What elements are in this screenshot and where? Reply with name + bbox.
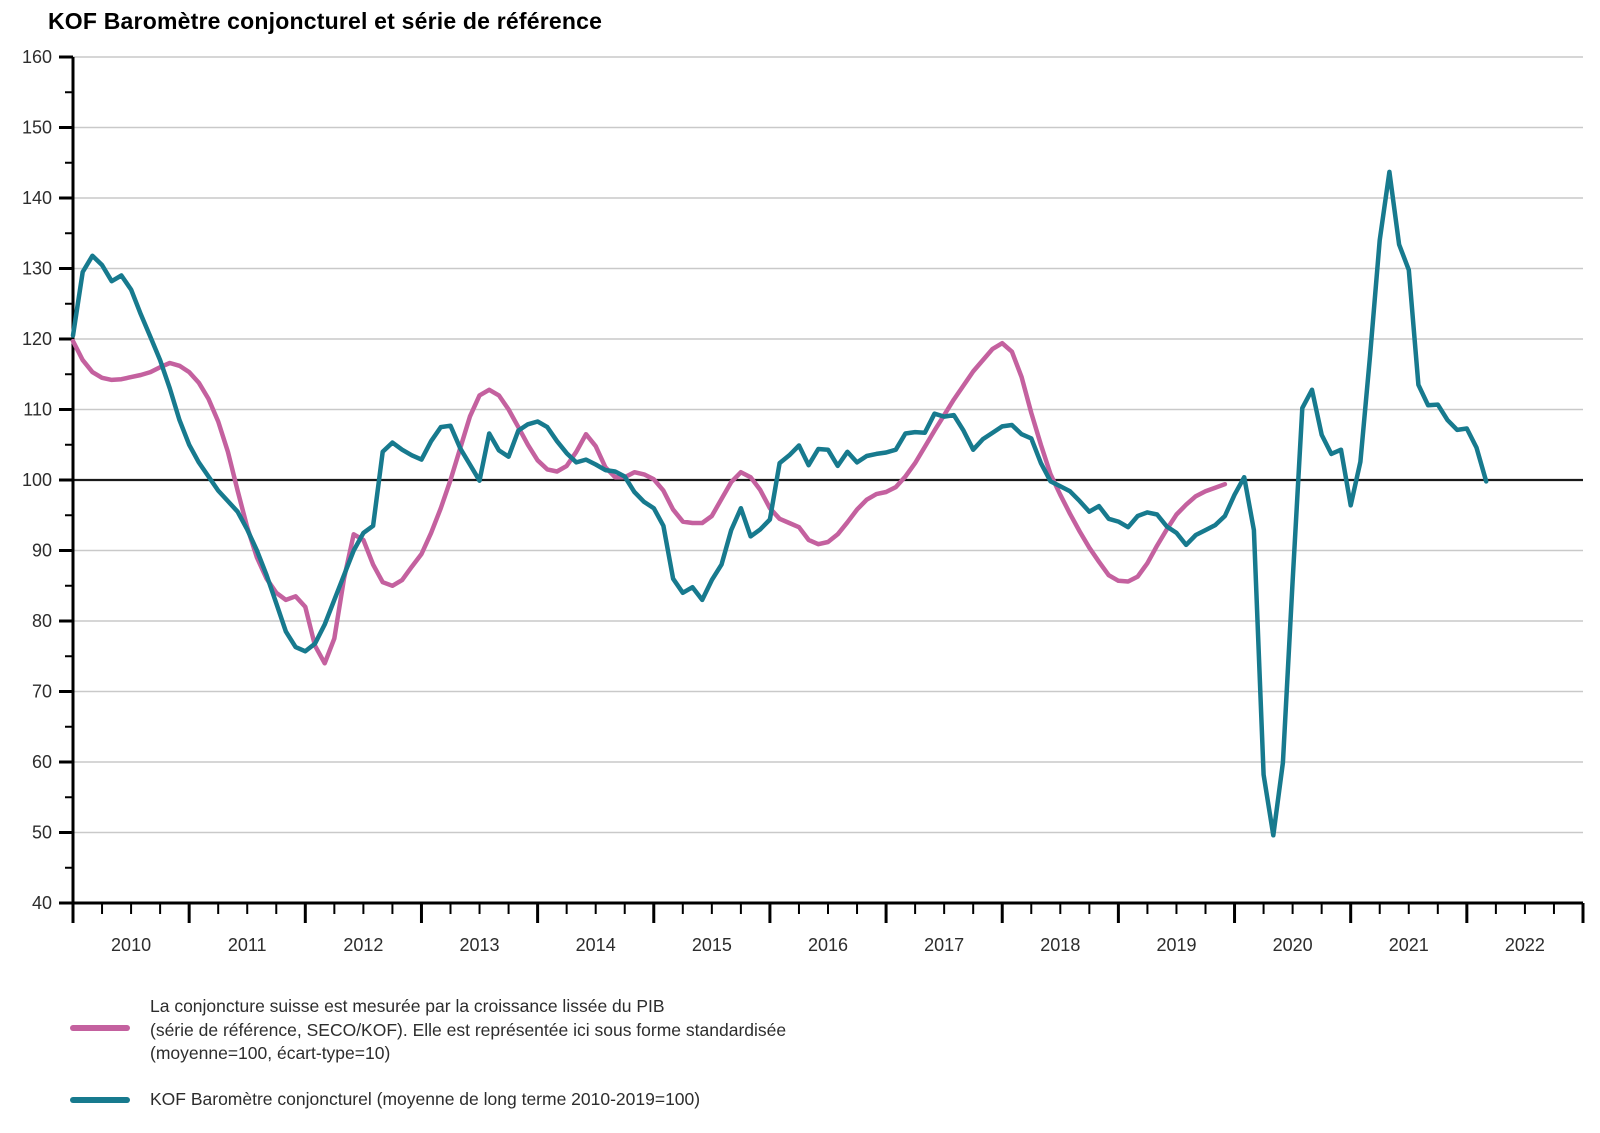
x-axis-year-label: 2019 bbox=[1156, 935, 1196, 955]
x-axis-year-label: 2017 bbox=[924, 935, 964, 955]
x-axis-year-label: 2020 bbox=[1273, 935, 1313, 955]
y-axis-tick-label: 140 bbox=[22, 188, 52, 208]
x-axis-year-label: 2021 bbox=[1389, 935, 1429, 955]
x-axis-year-label: 2011 bbox=[228, 935, 267, 955]
y-axis-tick-label: 120 bbox=[22, 329, 52, 349]
y-axis-tick-label: 80 bbox=[32, 611, 52, 631]
y-axis-tick-label: 90 bbox=[32, 541, 52, 561]
series-line-barometer bbox=[70, 169, 1489, 838]
x-axis-year-label: 2012 bbox=[343, 935, 383, 955]
y-axis-tick-label: 150 bbox=[22, 118, 52, 138]
legend-entry-reference: La conjoncture suisse est mesurée par la… bbox=[70, 995, 1170, 1066]
y-axis-tick-label: 70 bbox=[32, 682, 52, 702]
y-axis-tick-label: 100 bbox=[22, 470, 52, 490]
x-axis-year-label: 2016 bbox=[808, 935, 848, 955]
reference-series-swatch bbox=[70, 1025, 130, 1031]
y-axis-tick-label: 130 bbox=[22, 259, 52, 279]
legend-entry-barometer: KOF Baromètre conjoncturel (moyenne de l… bbox=[70, 1088, 1170, 1112]
x-axis-year-label: 2018 bbox=[1040, 935, 1080, 955]
chart-legend: La conjoncture suisse est mesurée par la… bbox=[70, 995, 1170, 1133]
barometer-series-swatch bbox=[70, 1096, 130, 1103]
x-axis-year-label: 2015 bbox=[692, 935, 732, 955]
y-axis-tick-label: 50 bbox=[32, 823, 52, 843]
series-line-reference bbox=[70, 338, 1228, 666]
y-axis-tick-label: 110 bbox=[23, 400, 52, 420]
line-chart: 40 50 60 70 80 90 100 110 120 130 140 150 160 2010 201… bbox=[22, 47, 1585, 955]
y-axis-tick-label: 160 bbox=[22, 47, 52, 67]
x-axis-year-label: 2022 bbox=[1505, 935, 1545, 955]
reference-series-label: La conjoncture suisse est mesurée par la… bbox=[150, 996, 787, 1063]
x-axis-year-label: 2013 bbox=[460, 935, 500, 955]
y-axis-tick-label: 60 bbox=[32, 752, 52, 772]
x-axis-year-label: 2014 bbox=[576, 935, 616, 955]
page-title: KOF Baromètre conjoncturel et série de r… bbox=[48, 8, 603, 34]
y-axis-tick-label: 40 bbox=[32, 893, 52, 913]
x-axis-year-label: 2010 bbox=[111, 935, 151, 955]
barometer-series-label: KOF Baromètre conjoncturel (moyenne de l… bbox=[150, 1088, 701, 1109]
